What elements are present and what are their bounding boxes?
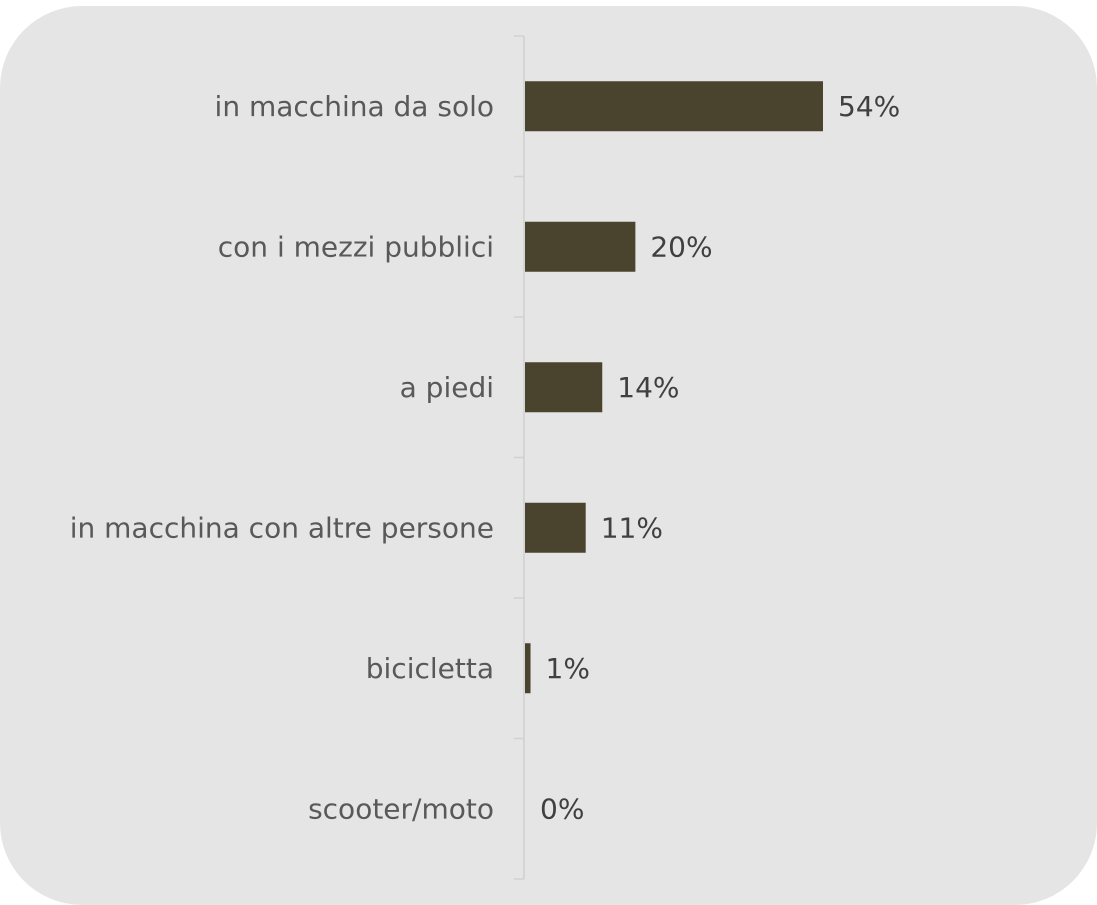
- category-label: con i mezzi pubblici: [218, 230, 494, 263]
- value-label: 1%: [546, 652, 590, 685]
- bar: [525, 221, 636, 272]
- bar: [525, 643, 531, 694]
- axis-layer: [514, 35, 525, 880]
- chart-card: [0, 6, 1097, 905]
- bar: [525, 502, 586, 553]
- bar: [525, 81, 823, 132]
- value-label: 54%: [838, 90, 900, 123]
- category-label: in macchina da solo: [215, 90, 494, 123]
- value-label: 0%: [540, 792, 584, 825]
- category-label: scooter/moto: [308, 792, 494, 825]
- value-labels: 54% 20% 14% 11% 1% 0%: [540, 90, 900, 826]
- bar: [525, 362, 603, 413]
- bars-layer: [525, 81, 823, 694]
- value-label: 14%: [617, 371, 679, 404]
- category-label: bicicletta: [366, 652, 494, 685]
- category-label: a piedi: [400, 371, 494, 404]
- value-label: 11%: [601, 511, 663, 544]
- value-label: 20%: [650, 230, 712, 263]
- category-label: in macchina con altre persone: [70, 511, 494, 544]
- category-labels: in macchina da solo con i mezzi pubblici a…: [70, 90, 494, 826]
